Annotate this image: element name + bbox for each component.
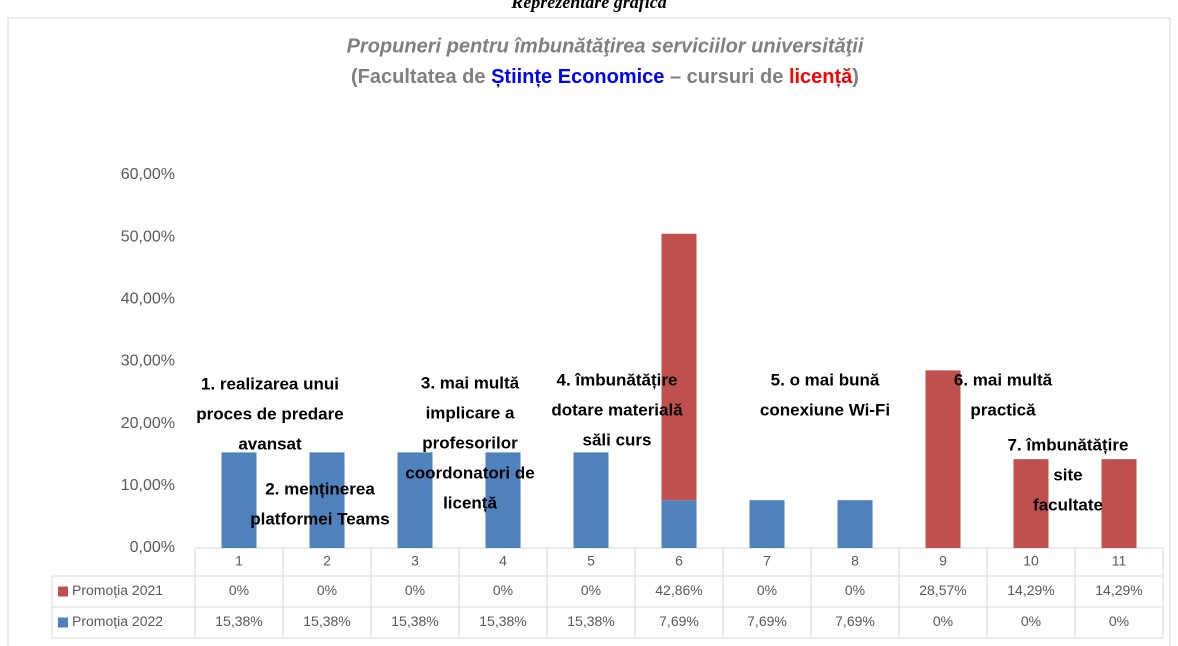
y-tick-label: 40,00% xyxy=(121,291,175,308)
table-value: 0% xyxy=(581,582,601,598)
bar xyxy=(221,452,257,548)
legend-swatch xyxy=(58,617,68,628)
legend-label: Promoția 2021 xyxy=(72,582,163,598)
table-value: 7,69% xyxy=(659,613,699,629)
x-tick-label: 2 xyxy=(323,553,331,569)
annotation: 5. o mai bună xyxy=(771,370,880,389)
bar xyxy=(837,500,873,548)
subtitle-part: – cursuri de xyxy=(664,66,789,88)
bar xyxy=(749,500,785,548)
x-tick-label: 4 xyxy=(499,553,507,569)
annotation: site xyxy=(1053,465,1082,484)
x-tick-label: 10 xyxy=(1023,553,1039,569)
annotation: licență xyxy=(443,493,497,512)
x-tick-label: 1 xyxy=(235,553,243,569)
heading: Reprezentare grafică xyxy=(510,0,666,12)
table-value: 0% xyxy=(845,582,865,598)
bar xyxy=(1101,459,1137,548)
annotation: 3. mai multă xyxy=(421,373,520,392)
y-tick-label: 20,00% xyxy=(121,415,175,432)
y-tick-label: 30,00% xyxy=(121,353,175,370)
annotation: 6. mai multă xyxy=(954,370,1053,389)
annotation: proces de predare xyxy=(196,404,343,423)
table-value: 14,29% xyxy=(1007,582,1054,598)
table-value: 28,57% xyxy=(919,582,966,598)
table-value: 0% xyxy=(405,582,425,598)
table-value: 7,69% xyxy=(747,613,787,629)
x-tick-label: 8 xyxy=(851,553,859,569)
x-tick-label: 3 xyxy=(411,553,419,569)
table-value: 0% xyxy=(1109,613,1129,629)
x-tick-label: 11 xyxy=(1112,553,1127,569)
bar xyxy=(661,233,697,501)
subtitle-part: Științe Economice xyxy=(491,66,664,88)
x-tick-label: 5 xyxy=(587,553,595,569)
table-value: 0% xyxy=(229,582,249,598)
table-value: 14,29% xyxy=(1095,582,1142,598)
bar xyxy=(485,452,521,548)
chart-frame xyxy=(7,17,1171,646)
y-tick-label: 50,00% xyxy=(121,228,175,245)
x-tick-label: 9 xyxy=(939,553,947,569)
subtitle-part: licență xyxy=(789,66,853,88)
table-value: 7,69% xyxy=(835,613,875,629)
subtitle-part: (Facultatea de xyxy=(351,66,491,88)
table-value: 0% xyxy=(493,582,513,598)
chart-subtitle: (Facultatea de Științe Economice – cursu… xyxy=(351,66,859,88)
annotation: dotare materială xyxy=(551,400,683,419)
table-value: 0% xyxy=(1021,613,1041,629)
bar xyxy=(397,452,433,548)
annotation: 7. îmbunătățire xyxy=(1008,435,1129,454)
y-tick-label: 60,00% xyxy=(121,166,175,183)
y-tick-label: 0,00% xyxy=(130,539,175,556)
chart-title: Propuneri pentru îmbunătăţirea serviciil… xyxy=(347,35,864,57)
table-value: 15,38% xyxy=(567,613,614,629)
annotation: 1. realizarea unui xyxy=(201,374,339,393)
bar xyxy=(661,500,697,548)
table-value: 0% xyxy=(933,613,953,629)
annotation: platformei Teams xyxy=(250,509,390,528)
bar xyxy=(309,452,345,548)
annotation: avansat xyxy=(238,434,302,453)
bar xyxy=(1013,459,1049,548)
annotation: săli curs xyxy=(583,430,652,449)
x-tick-label: 7 xyxy=(763,553,771,569)
table-value: 15,38% xyxy=(303,613,350,629)
table-value: 0% xyxy=(757,582,777,598)
table-value: 15,38% xyxy=(479,613,526,629)
annotation: practică xyxy=(970,400,1036,419)
subtitle-part: ) xyxy=(852,66,859,88)
legend-label: Promoția 2022 xyxy=(72,613,163,629)
annotation: facultate xyxy=(1033,495,1103,514)
legend-swatch xyxy=(58,586,68,597)
y-tick-label: 10,00% xyxy=(121,477,175,494)
annotation: 4. îmbunătățire xyxy=(557,370,678,389)
x-tick-label: 6 xyxy=(675,553,683,569)
annotation: conexiune Wi-Fi xyxy=(760,400,890,419)
bar xyxy=(925,370,961,548)
table-value: 15,38% xyxy=(391,613,438,629)
table-value: 0% xyxy=(317,582,337,598)
table-value: 15,38% xyxy=(215,613,262,629)
bar xyxy=(573,452,609,548)
table-value: 42,86% xyxy=(655,582,702,598)
annotation: coordonatori de xyxy=(405,463,534,482)
annotation: 2. menținerea xyxy=(265,479,375,498)
annotation: implicare a xyxy=(426,403,515,422)
annotation: profesorilor xyxy=(422,433,518,452)
